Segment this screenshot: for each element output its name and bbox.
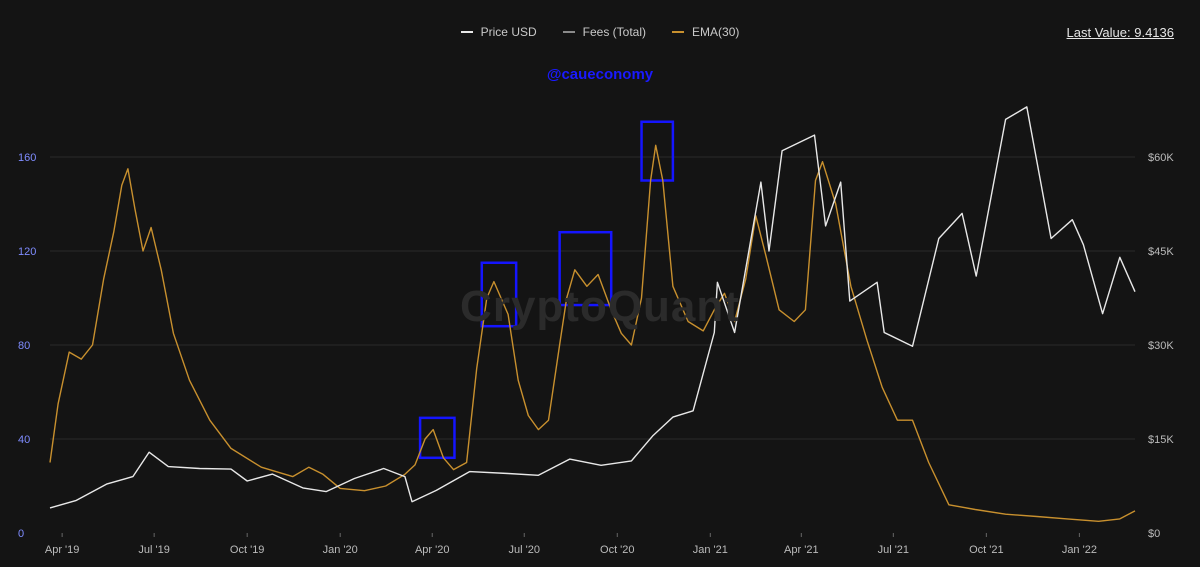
right-tick-label-3: $45K	[1148, 246, 1174, 258]
legend-item-ema[interactable]: EMA(30)	[672, 25, 739, 39]
left-tick-label-1: 40	[18, 434, 30, 446]
x-tick-label-6: Oct '20	[600, 544, 635, 556]
right-tick-label-1: $15K	[1148, 434, 1174, 446]
left-tick-label-2: 80	[18, 340, 30, 352]
right-tick-label-4: $60K	[1148, 152, 1174, 164]
x-tick-label-11: Jan '22	[1062, 544, 1097, 556]
legend-label-ema: EMA(30)	[692, 25, 740, 39]
legend-swatch-fees	[562, 31, 575, 33]
legend-label-price: Price USD	[480, 25, 537, 39]
left-tick-label-0: 0	[18, 528, 24, 540]
legend: Price USD Fees (Total) EMA(30)	[0, 25, 1200, 39]
left-tick-label-3: 120	[18, 246, 36, 258]
cryptoquant-logo: CryptoQuant	[460, 282, 740, 331]
x-tick-label-4: Apr '20	[415, 544, 450, 556]
author-handle: @caueconomy	[546, 66, 654, 83]
x-tick-label-10: Oct '21	[969, 544, 1004, 556]
highlight-boxes	[418, 120, 675, 460]
x-tick-label-9: Jul '21	[878, 544, 909, 556]
x-tick-label-2: Oct '19	[230, 544, 265, 556]
legend-swatch-ema	[672, 31, 685, 33]
x-tick-label-5: Jul '20	[509, 544, 540, 556]
right-tick-label-0: $0	[1148, 528, 1160, 540]
x-axis: Apr '19 Jul '19 Oct '19 Jan '20 Apr '20 Jul '…	[45, 533, 1097, 556]
left-axis: 0 40 80 120 160	[18, 152, 36, 540]
legend-label-fees: Fees (Total)	[582, 25, 647, 39]
left-tick-label-4: 160	[18, 152, 36, 164]
x-tick-label-8: Apr '21	[784, 544, 819, 556]
highlight-box-2	[558, 230, 613, 307]
series-lines	[49, 106, 1136, 522]
right-tick-label-2: $30K	[1148, 340, 1174, 352]
x-tick-label-3: Jan '20	[323, 544, 358, 556]
series-line-price	[49, 106, 1136, 509]
highlight-box-1	[480, 261, 518, 328]
highlight-box-0	[418, 416, 456, 460]
legend-item-price[interactable]: Price USD	[460, 25, 537, 39]
legend-swatch-price	[460, 31, 473, 33]
x-tick-label-0: Apr '19	[45, 544, 80, 556]
highlight-box-3	[640, 120, 675, 182]
x-tick-label-1: Jul '19	[138, 544, 169, 556]
x-tick-label-7: Jan '21	[693, 544, 728, 556]
last-value: Last Value: 9.4136	[1066, 25, 1174, 40]
legend-item-fees[interactable]: Fees (Total)	[562, 25, 647, 39]
series-line-ema	[49, 144, 1136, 522]
right-axis: $0 $15K $30K $45K $60K	[1148, 152, 1174, 540]
grid-lines	[50, 156, 1135, 440]
